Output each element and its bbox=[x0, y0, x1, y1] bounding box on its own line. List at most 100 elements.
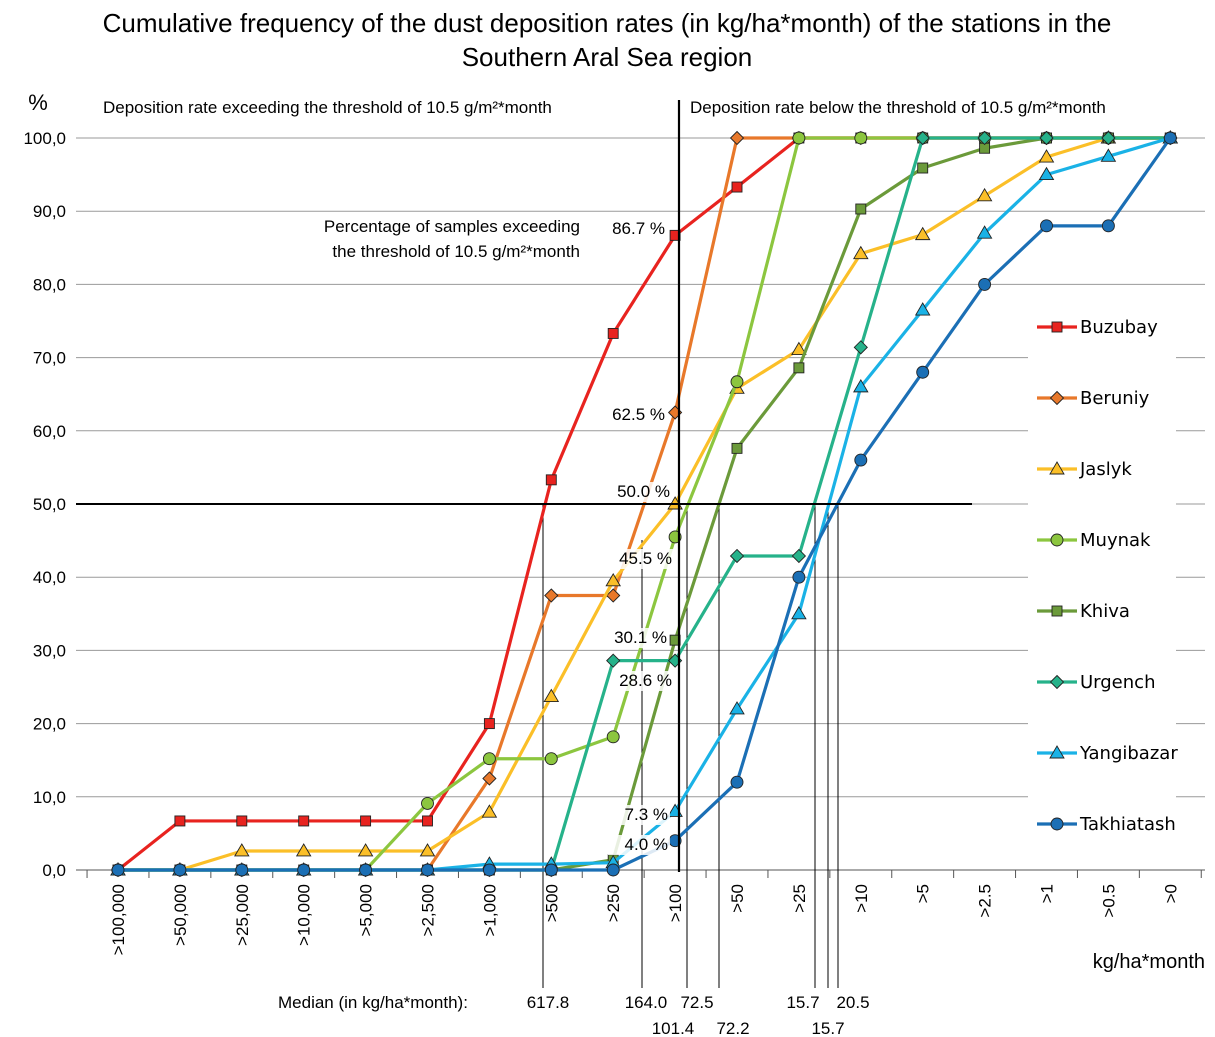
data-point bbox=[544, 752, 558, 766]
data-point bbox=[854, 131, 868, 145]
data-point bbox=[422, 815, 433, 827]
median-title: Median (in kg/ha*month): bbox=[278, 993, 468, 1012]
percent-label: 7.3 % bbox=[625, 805, 668, 824]
legend-marker bbox=[1050, 533, 1064, 547]
data-point bbox=[853, 245, 869, 260]
data-point bbox=[1038, 166, 1055, 181]
percent-label-bg bbox=[610, 482, 672, 502]
data-point bbox=[297, 863, 311, 877]
percent-label: 28.6 % bbox=[619, 671, 672, 690]
data-point bbox=[421, 863, 434, 877]
legend-background bbox=[1028, 300, 1176, 850]
data-point bbox=[1038, 149, 1055, 163]
data-point bbox=[854, 453, 868, 467]
median-label: 72.2 bbox=[716, 1019, 749, 1037]
percent-labels: 86.7 % 62.5 % 50.0 % 45.5 % 30.1 % 28.6 % 7.3 … bbox=[605, 219, 674, 855]
data-point bbox=[978, 277, 992, 291]
x-tick-label: >2,500 bbox=[419, 884, 438, 936]
data-point bbox=[1101, 219, 1115, 233]
data-point bbox=[543, 688, 560, 702]
data-point bbox=[606, 863, 620, 877]
legend-item: Yangibazar bbox=[1037, 743, 1178, 764]
percent-label-bg bbox=[612, 549, 674, 569]
percent-label: 86.7 % bbox=[612, 219, 665, 238]
legend-label: Khiva bbox=[1080, 601, 1130, 622]
series-takhiatash bbox=[111, 131, 1177, 877]
data-point bbox=[914, 226, 931, 241]
median-label: 15.7 bbox=[786, 993, 819, 1012]
data-point bbox=[916, 365, 930, 379]
x-tick-label: >50,000 bbox=[171, 884, 190, 946]
data-point bbox=[174, 815, 186, 827]
data-point bbox=[605, 572, 621, 587]
data-point bbox=[482, 863, 496, 877]
x-tick-label: >10,000 bbox=[295, 884, 314, 946]
data-point bbox=[234, 843, 250, 857]
data-point bbox=[1100, 148, 1117, 162]
y-tick-label: 0,0 bbox=[42, 861, 66, 880]
data-point bbox=[1040, 219, 1053, 233]
percent-label-bg bbox=[605, 405, 667, 425]
data-point bbox=[235, 863, 249, 877]
data-point bbox=[853, 340, 868, 355]
x-tick-label: >25 bbox=[790, 884, 809, 913]
percent-label-bg bbox=[612, 671, 674, 691]
data-point bbox=[607, 327, 619, 339]
data-point bbox=[544, 863, 558, 877]
data-point bbox=[792, 570, 806, 584]
median-label: 20.5 bbox=[836, 993, 869, 1012]
data-point bbox=[730, 375, 744, 389]
y-tick-label: 100,0 bbox=[23, 129, 66, 148]
data-point bbox=[419, 843, 436, 857]
x-tick-label: >250 bbox=[604, 884, 623, 922]
data-point bbox=[111, 863, 125, 877]
x-tick-label: >25,000 bbox=[233, 884, 252, 946]
data-point bbox=[731, 442, 743, 454]
data-point bbox=[729, 701, 745, 715]
legend-label: Beruniy bbox=[1080, 388, 1150, 409]
legend-item: Buzubay bbox=[1037, 317, 1158, 338]
median-label: 101.4 bbox=[652, 1019, 695, 1037]
y-tick-label: 50,0 bbox=[33, 495, 66, 514]
x-tick-label: >500 bbox=[542, 884, 561, 922]
data-point bbox=[544, 588, 559, 603]
chart-title-line-1: Cumulative frequency of the dust deposit… bbox=[103, 8, 1112, 38]
data-point bbox=[853, 378, 869, 393]
percent-label: 30.1 % bbox=[614, 628, 667, 647]
data-point bbox=[1163, 131, 1177, 145]
data-point bbox=[482, 771, 497, 786]
x-tick-label: >2.5 bbox=[976, 884, 995, 918]
data-point bbox=[729, 548, 745, 564]
data-point bbox=[606, 653, 621, 668]
legend-label: Yangibazar bbox=[1079, 743, 1178, 764]
data-point bbox=[791, 341, 807, 355]
data-point bbox=[976, 187, 993, 202]
data-point bbox=[917, 162, 929, 174]
data-point bbox=[359, 863, 373, 877]
chart-title-line-2: Southern Aral Sea region bbox=[462, 42, 753, 72]
data-point bbox=[1101, 130, 1116, 146]
y-tick-label: 90,0 bbox=[33, 202, 66, 221]
data-point bbox=[483, 718, 495, 730]
y-tick-label: 30,0 bbox=[33, 641, 66, 660]
data-point bbox=[236, 815, 248, 827]
y-tick-label: 70,0 bbox=[33, 349, 66, 368]
y-tick-label: 40,0 bbox=[33, 568, 66, 587]
x-tick-label: >5,000 bbox=[357, 884, 376, 936]
x-tick-label: >50 bbox=[728, 884, 747, 913]
x-tick-labels: >100,000 >50,000 >25,000 >10,000 >5,000 >2,50… bbox=[86, 870, 1202, 955]
median-labels: 617.8 164.0 72.5 101.4 72.2 15.7 20.5 15.7 bbox=[527, 993, 870, 1037]
legend-marker bbox=[1051, 605, 1063, 617]
legend-label: Jaslyk bbox=[1079, 459, 1132, 480]
legend-marker bbox=[1049, 745, 1065, 759]
percent-label: 45.5 % bbox=[619, 549, 672, 568]
x-tick-label: >100 bbox=[666, 884, 685, 922]
percent-label: 62.5 % bbox=[612, 405, 665, 424]
percent-label-bg bbox=[608, 805, 670, 825]
data-point bbox=[357, 843, 374, 857]
data-point bbox=[855, 203, 867, 215]
data-point bbox=[791, 548, 807, 564]
legend-item: Takhiatash bbox=[1037, 814, 1176, 835]
y-tick-label: 80,0 bbox=[33, 275, 66, 294]
y-tick-labels: 0,0 10,0 20,0 30,0 40,0 50,0 60,0 70,0 80,0 90,0 1… bbox=[23, 129, 66, 880]
